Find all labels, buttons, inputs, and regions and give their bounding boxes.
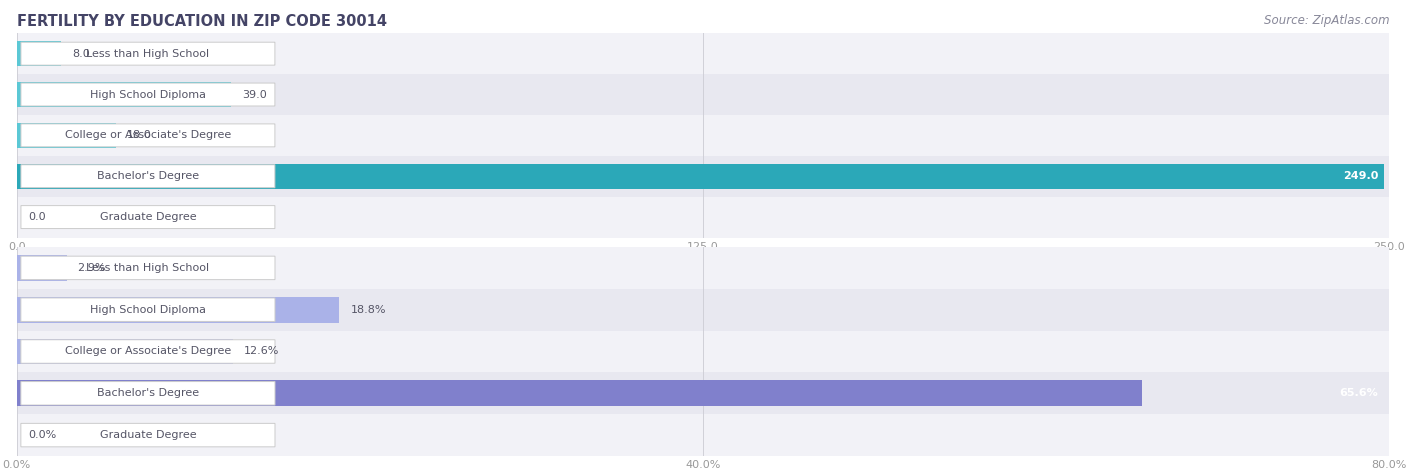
Text: Graduate Degree: Graduate Degree bbox=[100, 430, 197, 440]
Bar bbox=[17, 82, 231, 107]
Text: College or Associate's Degree: College or Associate's Degree bbox=[65, 130, 231, 141]
Text: 18.0: 18.0 bbox=[127, 130, 152, 141]
FancyBboxPatch shape bbox=[21, 165, 276, 188]
Bar bbox=[17, 247, 1389, 289]
Bar bbox=[17, 33, 1389, 74]
Bar bbox=[17, 74, 1389, 115]
FancyBboxPatch shape bbox=[21, 340, 276, 363]
Text: 18.8%: 18.8% bbox=[350, 304, 385, 315]
Text: Less than High School: Less than High School bbox=[86, 48, 209, 59]
Text: 2.9%: 2.9% bbox=[77, 263, 105, 273]
Text: High School Diploma: High School Diploma bbox=[90, 89, 205, 100]
Text: 8.0: 8.0 bbox=[72, 48, 90, 59]
Bar bbox=[17, 123, 115, 148]
Bar bbox=[17, 197, 1389, 238]
FancyBboxPatch shape bbox=[21, 423, 276, 447]
FancyBboxPatch shape bbox=[21, 83, 276, 106]
Bar bbox=[17, 331, 1389, 372]
Bar bbox=[17, 156, 1389, 197]
Text: 0.0: 0.0 bbox=[28, 212, 45, 222]
Bar bbox=[17, 289, 1389, 331]
Text: FERTILITY BY EDUCATION IN ZIP CODE 30014: FERTILITY BY EDUCATION IN ZIP CODE 30014 bbox=[17, 14, 387, 29]
FancyBboxPatch shape bbox=[21, 256, 276, 280]
Text: High School Diploma: High School Diploma bbox=[90, 304, 205, 315]
FancyBboxPatch shape bbox=[21, 381, 276, 405]
Bar bbox=[17, 372, 1389, 414]
Bar bbox=[17, 163, 1384, 189]
Bar bbox=[17, 414, 1389, 456]
Text: Bachelor's Degree: Bachelor's Degree bbox=[97, 388, 200, 399]
Text: College or Associate's Degree: College or Associate's Degree bbox=[65, 346, 231, 357]
Text: 249.0: 249.0 bbox=[1343, 171, 1378, 181]
Bar bbox=[17, 255, 66, 281]
Text: 0.0%: 0.0% bbox=[28, 430, 56, 440]
Bar bbox=[17, 115, 1389, 156]
Text: Bachelor's Degree: Bachelor's Degree bbox=[97, 171, 200, 181]
Bar bbox=[17, 339, 233, 364]
Text: 12.6%: 12.6% bbox=[245, 346, 280, 357]
FancyBboxPatch shape bbox=[21, 298, 276, 322]
Bar bbox=[17, 297, 339, 323]
Bar bbox=[17, 41, 60, 66]
Text: 39.0: 39.0 bbox=[242, 89, 267, 100]
Text: Graduate Degree: Graduate Degree bbox=[100, 212, 197, 222]
FancyBboxPatch shape bbox=[21, 124, 276, 147]
Text: 65.6%: 65.6% bbox=[1340, 388, 1378, 399]
FancyBboxPatch shape bbox=[21, 206, 276, 228]
Text: Less than High School: Less than High School bbox=[86, 263, 209, 273]
Text: Source: ZipAtlas.com: Source: ZipAtlas.com bbox=[1264, 14, 1389, 27]
FancyBboxPatch shape bbox=[21, 42, 276, 65]
Bar bbox=[17, 380, 1142, 406]
